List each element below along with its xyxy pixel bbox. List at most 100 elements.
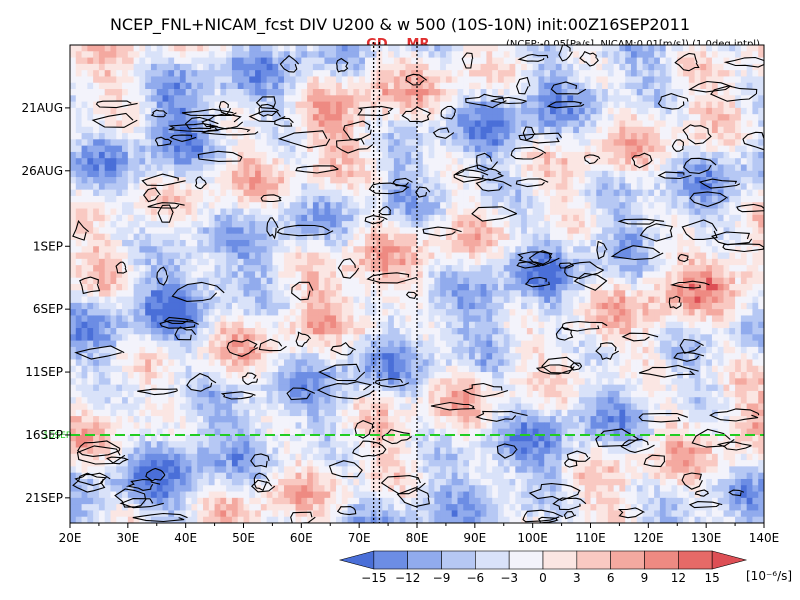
heatmap-cell — [231, 177, 239, 184]
heatmap-cell — [272, 170, 279, 178]
heatmap-cell — [330, 221, 337, 228]
heatmap-cell — [607, 239, 615, 247]
heatmap-cell — [330, 120, 337, 128]
heatmap-cell — [538, 170, 545, 178]
heatmap-cell — [694, 233, 701, 241]
heatmap-cell — [648, 239, 655, 247]
heatmap-cell — [590, 107, 597, 115]
heatmap-area — [70, 45, 765, 524]
heatmap-cell — [226, 45, 233, 52]
heatmap-cell — [237, 195, 244, 203]
heatmap-cell — [93, 246, 100, 253]
heatmap-cell — [301, 183, 308, 191]
heatmap-cell — [474, 208, 482, 216]
heatmap-cell — [197, 126, 204, 134]
heatmap-cell — [289, 170, 296, 178]
heatmap-cell — [318, 302, 325, 310]
heatmap-cell — [417, 126, 424, 134]
heatmap-cell — [694, 164, 701, 172]
heatmap-cell — [145, 170, 152, 178]
heatmap-cell — [87, 51, 94, 58]
heatmap-cell — [515, 290, 522, 297]
heatmap-cell — [220, 202, 227, 209]
heatmap-cell — [561, 95, 568, 103]
heatmap-cell — [353, 284, 360, 291]
heatmap-cell — [324, 57, 331, 65]
heatmap-cell — [255, 208, 262, 216]
heatmap-cell — [312, 290, 320, 297]
heatmap-cell — [555, 133, 562, 140]
heatmap-cell — [150, 214, 158, 222]
heatmap-cell — [341, 252, 348, 260]
heatmap-cell — [417, 89, 424, 96]
heatmap-cell — [497, 107, 505, 115]
heatmap-cell — [463, 189, 470, 197]
heatmap-cell — [740, 183, 748, 191]
heatmap-cell — [162, 164, 169, 172]
heatmap-cell — [550, 202, 557, 209]
heatmap-cell — [428, 265, 435, 272]
heatmap-cell — [208, 70, 215, 77]
heatmap-cell — [683, 45, 690, 52]
heatmap-cell — [272, 214, 279, 222]
heatmap-cell — [648, 89, 655, 96]
heatmap-cell — [729, 139, 736, 147]
heatmap-cell — [122, 57, 129, 65]
heatmap-cell — [243, 82, 250, 90]
heatmap-cell — [312, 302, 320, 310]
heatmap-cell — [700, 76, 707, 84]
heatmap-cell — [364, 214, 372, 222]
heatmap-cell — [596, 246, 603, 253]
heatmap-cell — [469, 246, 476, 253]
heatmap-cell — [364, 82, 372, 90]
heatmap-cell — [746, 101, 753, 109]
heatmap-cell — [613, 246, 620, 253]
heatmap-cell — [538, 252, 545, 260]
heatmap-cell — [110, 227, 117, 235]
heatmap-cell — [428, 145, 435, 153]
heatmap-cell — [231, 57, 239, 65]
heatmap-cell — [474, 246, 482, 253]
heatmap-cell — [486, 302, 493, 310]
heatmap-cell — [706, 107, 713, 115]
heatmap-cell — [428, 189, 435, 197]
heatmap-cell — [81, 101, 88, 109]
heatmap-cell — [538, 145, 545, 153]
heatmap-cell — [307, 95, 314, 103]
heatmap-cell — [226, 214, 233, 222]
heatmap-cell — [162, 57, 169, 65]
heatmap-cell — [602, 63, 609, 71]
heatmap-cell — [260, 183, 268, 191]
heatmap-cell — [492, 227, 499, 235]
heatmap-cell — [469, 139, 476, 147]
heatmap-cell — [81, 271, 88, 279]
heatmap-cell — [185, 239, 192, 247]
heatmap-cell — [492, 221, 499, 228]
heatmap-cell — [260, 195, 268, 203]
heatmap-cell — [127, 302, 135, 310]
heatmap-cell — [509, 158, 516, 165]
heatmap-cell — [625, 89, 632, 96]
heatmap-cell — [162, 126, 169, 134]
heatmap-cell — [445, 265, 453, 272]
heatmap-cell — [440, 252, 447, 260]
heatmap-cell — [122, 239, 129, 247]
heatmap-cell — [191, 302, 198, 310]
heatmap-cell — [515, 221, 522, 228]
heatmap-cell — [480, 302, 487, 310]
heatmap-cell — [364, 290, 372, 297]
heatmap-cell — [127, 45, 135, 52]
heatmap-cell — [388, 151, 395, 159]
heatmap-cell — [752, 164, 759, 172]
heatmap-cell — [717, 158, 724, 165]
heatmap-cell — [185, 214, 192, 222]
heatmap-cell — [382, 70, 389, 77]
heatmap-cell — [688, 214, 695, 222]
heatmap-cell — [318, 139, 325, 147]
heatmap-cell — [451, 89, 458, 96]
heatmap-cell — [630, 45, 638, 52]
heatmap-cell — [758, 290, 765, 297]
heatmap-cell — [197, 296, 204, 304]
heatmap-cell — [139, 151, 146, 159]
heatmap-cell — [758, 51, 765, 58]
